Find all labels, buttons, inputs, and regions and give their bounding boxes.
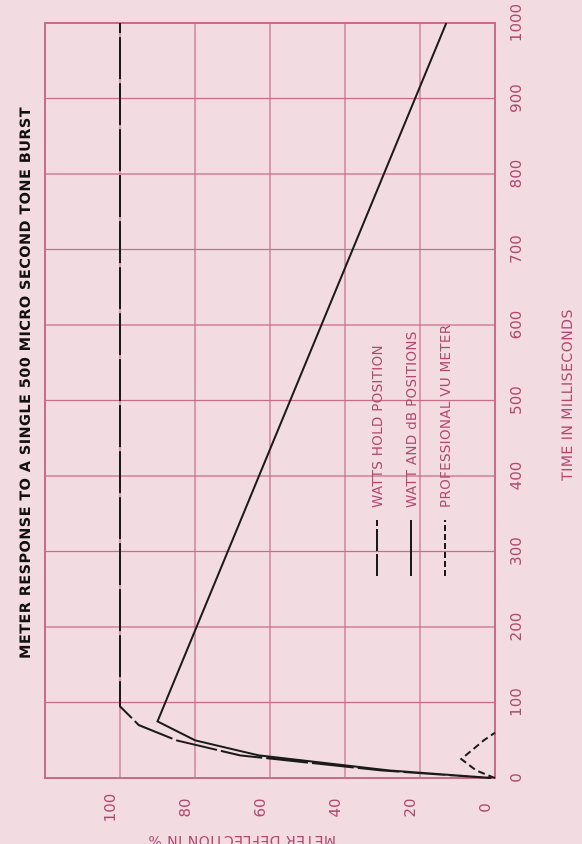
x-tick-label: 700 — [507, 235, 525, 264]
x-tick-label: 0 — [507, 773, 525, 783]
x-tick-label: 100 — [507, 688, 525, 717]
x-tick-label: 500 — [507, 386, 525, 415]
series-line-3 — [459, 731, 496, 779]
y-axis-label: METER DEFLECTION IN % — [148, 832, 336, 844]
series-line-2 — [156, 22, 492, 779]
y-tick-label: 20 — [401, 798, 419, 817]
series-line-1 — [119, 23, 492, 779]
y-tick-label: 40 — [326, 798, 344, 817]
chart-title: METER RESPONSE TO A SINGLE 500 MICRO SEC… — [18, 107, 34, 659]
legend-label-3: PROFESSIONAL VU METER — [438, 325, 454, 508]
legend-label-1: WATTS HOLD POSITION — [370, 345, 386, 508]
y-tick-label: 100 — [101, 794, 119, 823]
x-tick-label: 1000 — [507, 4, 525, 42]
x-tick-label: 900 — [507, 84, 525, 113]
y-tick-label: 60 — [251, 798, 269, 817]
y-tick-label: 80 — [176, 798, 194, 817]
x-tick-label: 400 — [507, 462, 525, 491]
x-tick-label: 300 — [507, 537, 525, 566]
x-axis-label: TIME IN MILLISECONDS — [560, 309, 576, 482]
legend-label-2: WATT AND dB POSITIONS — [404, 331, 420, 508]
x-tick-label: 200 — [507, 613, 525, 642]
y-tick-label: 0 — [476, 803, 494, 813]
x-tick-label: 800 — [507, 160, 525, 189]
x-tick-label: 600 — [507, 311, 525, 340]
